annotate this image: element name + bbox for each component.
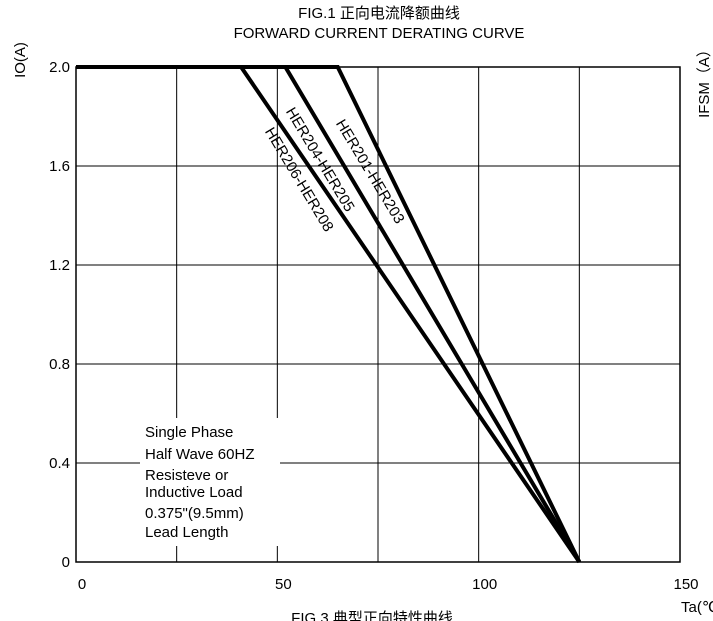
curves	[76, 65, 582, 564]
y-tick-label: 1.6	[49, 158, 70, 175]
x-tick-label: 0	[78, 576, 86, 593]
x-tick-labels: 0 50 100 150	[78, 576, 699, 593]
x-tick-label: 150	[673, 576, 698, 593]
y-tick-label: 0	[62, 554, 70, 571]
curve-her206-her208	[76, 65, 581, 564]
x-tick-label: 50	[275, 576, 292, 593]
y-tick-label: 2.0	[49, 59, 70, 76]
y-axis-label: IO(A)	[12, 42, 29, 78]
chart-subtitle: FORWARD CURRENT DERATING CURVE	[234, 25, 525, 42]
note-line: Half Wave 60HZ	[145, 446, 254, 463]
plot-frame	[75, 66, 681, 563]
note-line: Resisteve or	[145, 467, 228, 484]
right-axis-label: IFSM（A）	[696, 42, 713, 118]
note-line: Inductive Load	[145, 484, 243, 501]
y-tick-label: 1.2	[49, 257, 70, 274]
note-line: Single Phase	[145, 424, 233, 441]
footer-caption: FIG.3 典型正向特性曲线	[291, 610, 453, 621]
x-tick-label: 100	[472, 576, 497, 593]
y-tick-label: 0.8	[49, 356, 70, 373]
y-tick-label: 0.4	[49, 455, 70, 472]
conditions-note: Single Phase Half Wave 60HZ Resisteve or…	[140, 418, 280, 546]
note-line: Lead Length	[145, 524, 228, 541]
note-line: 0.375"(9.5mm)	[145, 505, 244, 522]
x-axis-label: Ta(℃)	[681, 599, 713, 616]
y-tick-labels: 0 0.4 0.8 1.2 1.6 2.0	[49, 59, 70, 571]
chart-title: FIG.1 正向电流降额曲线	[298, 5, 460, 22]
